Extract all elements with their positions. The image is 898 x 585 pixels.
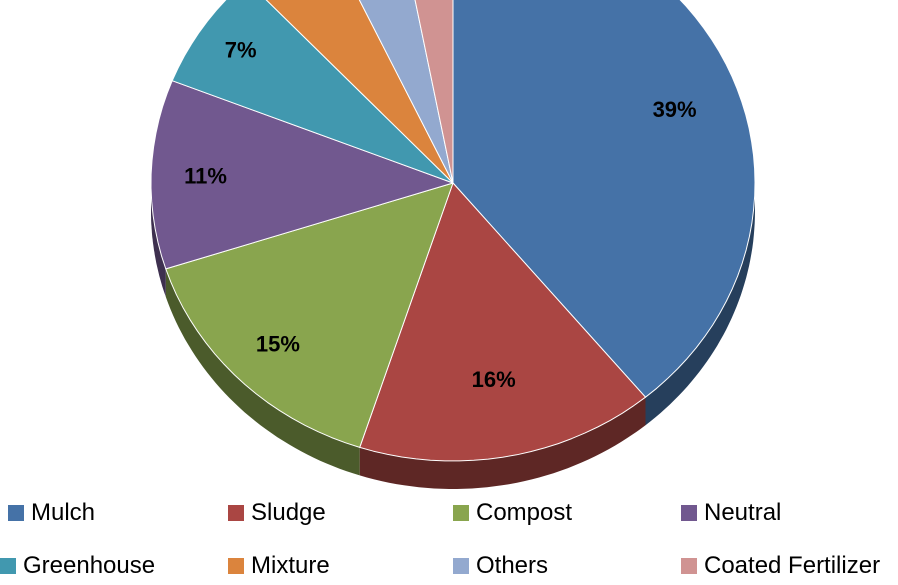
pie-slice-mixture xyxy=(265,0,454,184)
pie-side-mulch xyxy=(645,183,755,426)
legend: Mulch Sludge Compost Neutral Greenhouse … xyxy=(0,494,898,579)
legend-item-compost: Compost xyxy=(453,494,572,532)
legend-swatch-neutral xyxy=(681,505,697,521)
legend-item-others: Others xyxy=(453,547,548,585)
legend-label-mulch: Mulch xyxy=(31,499,96,526)
pie-slice-sludge xyxy=(359,182,646,462)
legend-item-mulch: Mulch xyxy=(8,494,95,532)
pie-slice-neutral xyxy=(150,80,454,270)
legend-swatch-coated-fertilizer xyxy=(681,558,697,574)
pie-slices xyxy=(150,0,756,462)
pie-slice-mulch xyxy=(452,0,756,398)
legend-item-sludge: Sludge xyxy=(228,494,326,532)
pie-side-neutral xyxy=(151,183,166,297)
pie-side-sludge xyxy=(359,397,646,489)
pie-chart: 39%16%15%11%7%5%4%3% xyxy=(150,0,756,489)
legend-label-neutral: Neutral xyxy=(704,499,782,526)
legend-swatch-mulch xyxy=(8,505,24,521)
pie-slice-others xyxy=(358,0,454,184)
legend-item-neutral: Neutral xyxy=(681,494,781,532)
legend-item-mixture: Mixture xyxy=(228,547,330,585)
data-label-neutral: 11% xyxy=(184,163,227,188)
legend-swatch-sludge xyxy=(228,505,244,521)
data-label-mulch: 39% xyxy=(653,97,697,122)
legend-swatch-compost xyxy=(453,505,469,521)
pie-slice-compost xyxy=(165,182,454,448)
legend-swatch-mixture xyxy=(228,558,244,574)
pie-slice-coated-fertilizer xyxy=(414,0,454,184)
legend-label-mixture: Mixture xyxy=(251,552,330,579)
pie-sides xyxy=(151,183,755,489)
pie-side-compost xyxy=(165,268,360,476)
data-label-sludge: 16% xyxy=(472,367,516,392)
legend-swatch-greenhouse xyxy=(0,558,16,574)
legend-label-coated-fertilizer: Coated Fertilizer xyxy=(704,552,881,579)
data-label-compost: 15% xyxy=(256,332,300,357)
legend-item-coated-fertilizer: Coated Fertilizer xyxy=(681,547,880,585)
legend-label-compost: Compost xyxy=(476,499,573,526)
pie-slice-greenhouse xyxy=(171,0,454,184)
legend-label-sludge: Sludge xyxy=(251,499,326,526)
legend-swatch-others xyxy=(453,558,469,574)
legend-label-others: Others xyxy=(476,552,549,579)
data-label-greenhouse: 7% xyxy=(225,38,257,63)
pie-data-labels: 39%16%15%11%7%5%4%3% xyxy=(184,38,697,392)
legend-label-greenhouse: Greenhouse xyxy=(23,552,156,579)
legend-item-greenhouse: Greenhouse xyxy=(0,547,155,585)
